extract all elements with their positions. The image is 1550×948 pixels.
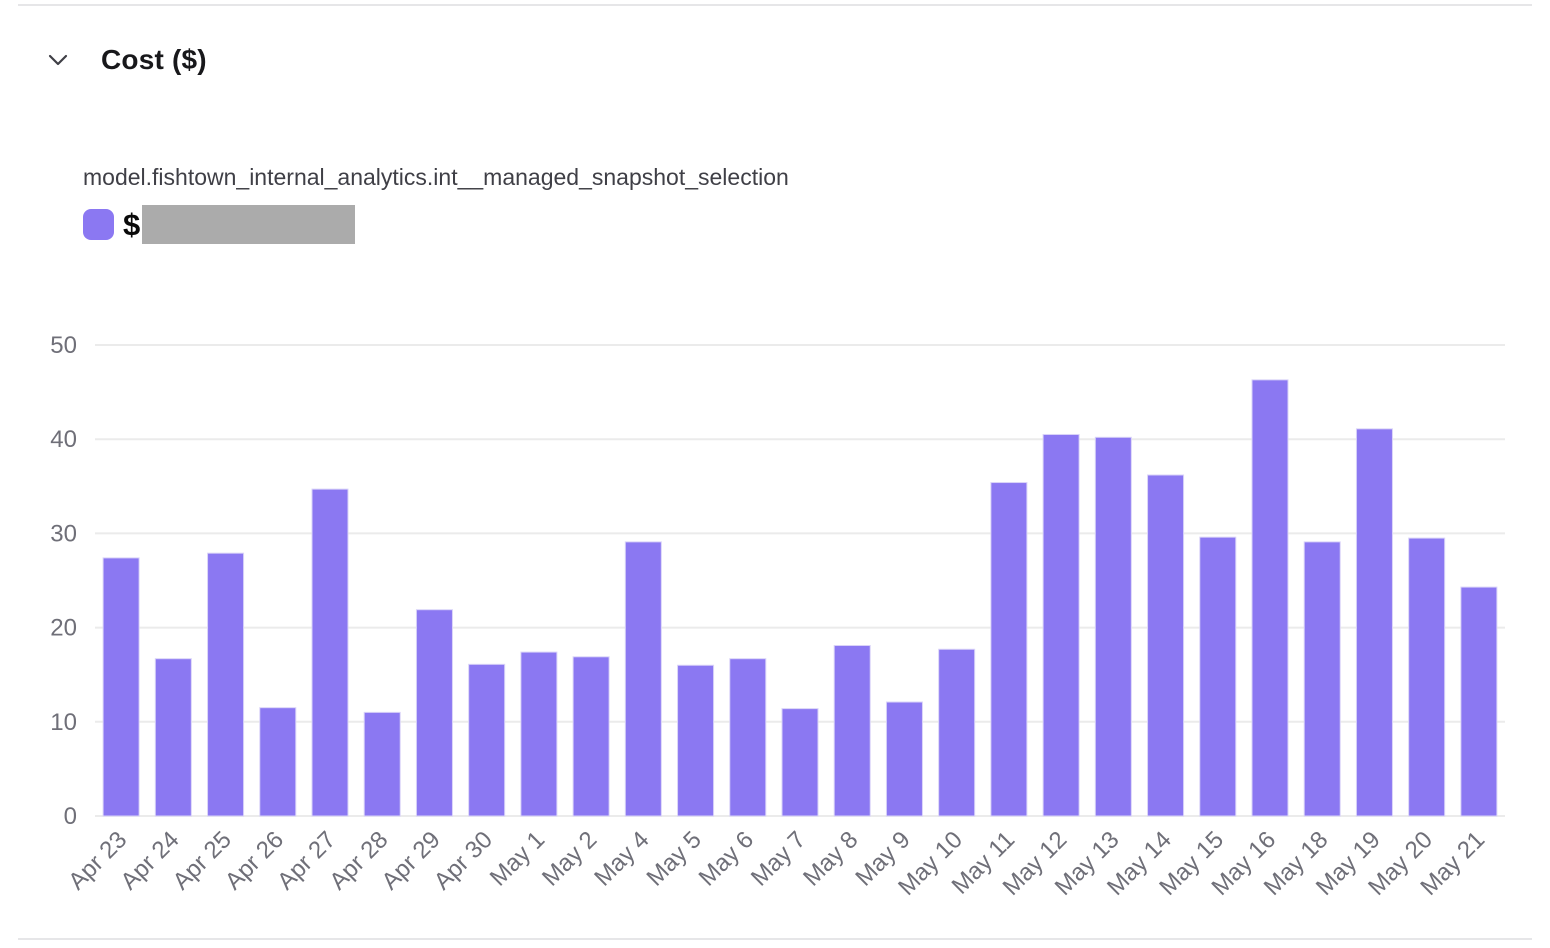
bar-may-12[interactable]	[1042, 433, 1080, 817]
legend-value-prefix: $	[123, 206, 141, 242]
bar-may-18[interactable]	[1303, 541, 1341, 817]
chevron-down-icon[interactable]	[48, 53, 68, 67]
x-axis-tick-label-may-6: May 6	[694, 826, 759, 891]
bar-may-5[interactable]	[677, 664, 715, 817]
x-axis-tick-label-apr-25: Apr 25	[168, 826, 237, 895]
y-axis-tick-label-30: 30	[50, 520, 77, 547]
y-axis-tick-label-20: 20	[50, 615, 77, 642]
bar-may-19[interactable]	[1355, 428, 1393, 817]
bar-apr-28[interactable]	[363, 711, 401, 817]
bar-may-15[interactable]	[1199, 536, 1237, 817]
x-axis-tick-label-may-5: May 5	[641, 826, 706, 891]
bottom-divider	[18, 938, 1532, 940]
bar-may-14[interactable]	[1147, 474, 1185, 817]
x-axis-tick-label-apr-26: Apr 26	[220, 826, 289, 895]
x-axis-tick-label-apr-24: Apr 24	[115, 826, 184, 895]
y-axis-tick-label-40: 40	[50, 426, 77, 453]
y-axis-tick-label-0: 0	[64, 803, 77, 830]
legend-swatch	[83, 208, 114, 240]
x-axis-tick-label-may-8: May 8	[798, 826, 863, 891]
bar-apr-26[interactable]	[259, 707, 297, 817]
x-axis-tick-label-may-2: May 2	[537, 826, 602, 891]
bar-may-20[interactable]	[1408, 537, 1446, 817]
x-axis-tick-label-may-7: May 7	[746, 826, 811, 891]
bar-may-1[interactable]	[520, 651, 558, 817]
y-axis-tick-label-10: 10	[50, 709, 77, 736]
bar-may-21[interactable]	[1460, 586, 1498, 817]
y-axis-tick-label-50: 50	[50, 332, 77, 359]
redacted-value-box	[142, 204, 356, 244]
x-axis-tick-label-may-1: May 1	[485, 826, 550, 891]
bar-apr-25[interactable]	[207, 552, 245, 817]
bar-may-6[interactable]	[729, 658, 767, 817]
bar-apr-29[interactable]	[415, 609, 453, 817]
legend-row: $	[83, 204, 789, 244]
bar-may-13[interactable]	[1094, 436, 1132, 817]
bar-apr-30[interactable]	[468, 663, 506, 817]
section-title: Cost ($)	[101, 44, 207, 75]
x-axis-tick-label-apr-23: Apr 23	[63, 826, 132, 895]
bar-may-10[interactable]	[938, 648, 976, 817]
x-axis-tick-label-may-4: May 4	[589, 826, 654, 891]
bar-apr-24[interactable]	[154, 658, 192, 817]
bar-apr-27[interactable]	[311, 488, 349, 817]
bar-may-2[interactable]	[572, 656, 610, 817]
bar-apr-23[interactable]	[102, 557, 140, 817]
x-axis-tick-label-apr-27: Apr 27	[272, 826, 341, 895]
bar-may-16[interactable]	[1251, 379, 1289, 817]
bar-may-7[interactable]	[781, 708, 819, 817]
bar-may-9[interactable]	[885, 701, 923, 817]
x-axis-tick-label-apr-28: Apr 28	[324, 826, 393, 895]
top-divider	[18, 4, 1532, 6]
chart-legend: model.fishtown_internal_analytics.int__m…	[83, 163, 789, 244]
bar-may-4[interactable]	[624, 541, 662, 817]
bar-may-11[interactable]	[990, 482, 1028, 817]
section-header: Cost ($)	[48, 44, 207, 76]
legend-series-name: model.fishtown_internal_analytics.int__m…	[83, 164, 789, 190]
x-axis-tick-label-apr-30: Apr 30	[429, 826, 498, 895]
x-axis-tick-label-apr-29: Apr 29	[377, 826, 446, 895]
bar-may-8[interactable]	[833, 644, 871, 817]
